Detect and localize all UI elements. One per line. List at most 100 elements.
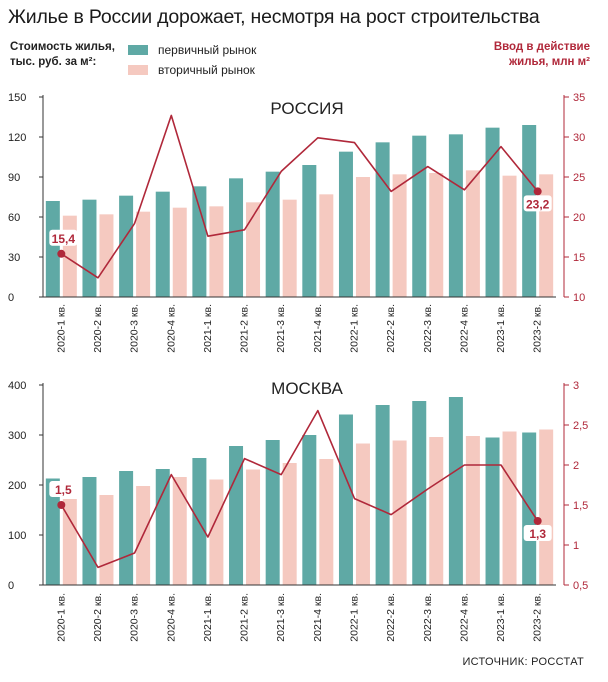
bar-primary <box>82 199 97 297</box>
x-tick-label: 2020-2 кв. <box>92 593 104 642</box>
bar-secondary <box>502 431 517 585</box>
bar-primary <box>229 446 244 585</box>
legend: первичный рынок вторичный рынок <box>128 40 256 80</box>
left-axis-title: Стоимость жилья, тыс. руб. за м²: <box>10 40 115 70</box>
right-axis-title-line1: Ввод в действие <box>493 41 590 53</box>
left-tick-label: 0 <box>8 292 14 304</box>
right-tick-label: 1,5 <box>573 500 588 512</box>
bar-secondary <box>209 206 224 297</box>
bar-primary <box>229 178 244 297</box>
bar-secondary <box>246 469 261 585</box>
line-series-housing <box>60 114 539 279</box>
bar-secondary <box>429 437 444 585</box>
right-tick-label: 15 <box>573 252 585 264</box>
right-tick-label: 2 <box>573 460 579 472</box>
bar-secondary <box>465 170 480 297</box>
x-tick-label: 2020-4 кв. <box>165 593 177 642</box>
bar-primary <box>155 191 170 297</box>
right-tick-label: 25 <box>573 172 585 184</box>
right-tick-label: 20 <box>573 212 585 224</box>
bar-secondary <box>465 436 480 585</box>
right-tick-label: 0,5 <box>573 580 588 592</box>
bar-primary <box>302 435 317 585</box>
legend-swatch-secondary <box>128 65 148 75</box>
right-axis-title: Ввод в действие жилья, млн м² <box>494 40 590 70</box>
right-tick-label: 10 <box>573 292 585 304</box>
bar-primary <box>119 195 134 297</box>
bar-secondary <box>246 202 261 297</box>
x-tick-label: 2020-2 кв. <box>92 304 104 353</box>
bar-primary <box>155 469 170 585</box>
x-tick-label: 2021-3 кв. <box>275 304 287 353</box>
bar-secondary <box>136 211 151 297</box>
chart-panel-2: МОСКВА 0 100 200 300 400 2020-1 кв. 2020-2 кв. 2… <box>8 379 588 642</box>
x-tick-label: 2021-2 кв. <box>239 304 251 353</box>
x-tick-label: 2022-4 кв. <box>458 304 470 353</box>
left-tick-label: 120 <box>8 132 26 144</box>
data-label-bg <box>523 195 552 212</box>
x-tick-label: 2023-1 кв. <box>495 593 507 642</box>
bar-primary <box>192 186 207 297</box>
x-tick-label: 2022-1 кв. <box>348 304 360 353</box>
left-axis-title-line1: Стоимость жилья, <box>10 41 115 53</box>
line-point-marker <box>57 501 66 509</box>
bar-primary <box>82 477 97 585</box>
bar-secondary <box>99 495 114 585</box>
bar-secondary <box>392 174 407 297</box>
bar-primary <box>338 414 353 585</box>
x-tick-label: 2021-4 кв. <box>312 304 324 353</box>
panel-title: РОССИЯ <box>270 99 343 118</box>
x-tick-label: 2022-1 кв. <box>348 593 360 642</box>
x-tick-label: 2020-1 кв. <box>55 593 67 642</box>
x-tick-label: 2020-3 кв. <box>129 593 141 642</box>
bar-secondary <box>172 477 187 585</box>
line-point-marker <box>57 249 66 258</box>
bar-secondary <box>319 459 334 585</box>
bar-primary <box>448 397 463 585</box>
x-tick-label: 2021-2 кв. <box>239 593 251 642</box>
right-tick-label: 30 <box>573 132 585 144</box>
data-label: 1,5 <box>55 483 72 497</box>
line-point-marker <box>533 187 542 196</box>
chart-title: Жилье в России дорожает, несмотря на рос… <box>8 6 540 28</box>
data-label: 15,4 <box>52 232 76 246</box>
bar-secondary <box>429 173 444 297</box>
x-tick-label: 2022-4 кв. <box>458 593 470 642</box>
x-tick-label: 2021-1 кв. <box>202 304 214 353</box>
bar-primary <box>45 201 60 297</box>
bar-secondary <box>282 199 297 297</box>
legend-label-primary: первичный рынок <box>158 43 257 57</box>
left-axis-title-line2: тыс. руб. за м²: <box>10 56 97 68</box>
bar-secondary <box>392 440 407 585</box>
data-label-bg <box>523 525 552 541</box>
bar-primary <box>375 142 390 297</box>
bar-secondary <box>355 443 370 585</box>
data-label-bg <box>49 481 78 497</box>
bar-primary <box>375 405 390 585</box>
x-tick-label: 2022-2 кв. <box>385 304 397 353</box>
data-label: 23,2 <box>526 197 550 211</box>
x-tick-label: 2022-3 кв. <box>422 304 434 353</box>
left-tick-label: 300 <box>8 430 26 442</box>
bar-primary <box>119 471 134 585</box>
left-tick-label: 30 <box>8 252 20 264</box>
left-tick-label: 0 <box>8 580 14 592</box>
x-tick-label: 2021-1 кв. <box>202 593 214 642</box>
x-tick-label: 2020-1 кв. <box>55 304 67 353</box>
bar-primary <box>45 478 60 585</box>
bar-primary <box>338 151 353 297</box>
legend-swatch-primary <box>128 45 148 55</box>
x-tick-label: 2021-4 кв. <box>312 593 324 642</box>
legend-item-primary: первичный рынок <box>128 40 256 60</box>
left-tick-label: 400 <box>8 380 26 392</box>
panel-title: МОСКВА <box>271 379 343 398</box>
bar-secondary <box>282 463 297 585</box>
x-tick-label: 2021-3 кв. <box>275 593 287 642</box>
x-tick-label: 2023-1 кв. <box>495 304 507 353</box>
x-tick-label: 2023-2 кв. <box>532 304 544 353</box>
bar-secondary <box>539 429 554 585</box>
bar-primary <box>485 127 500 298</box>
bar-primary <box>265 171 280 297</box>
bar-secondary <box>172 207 187 297</box>
